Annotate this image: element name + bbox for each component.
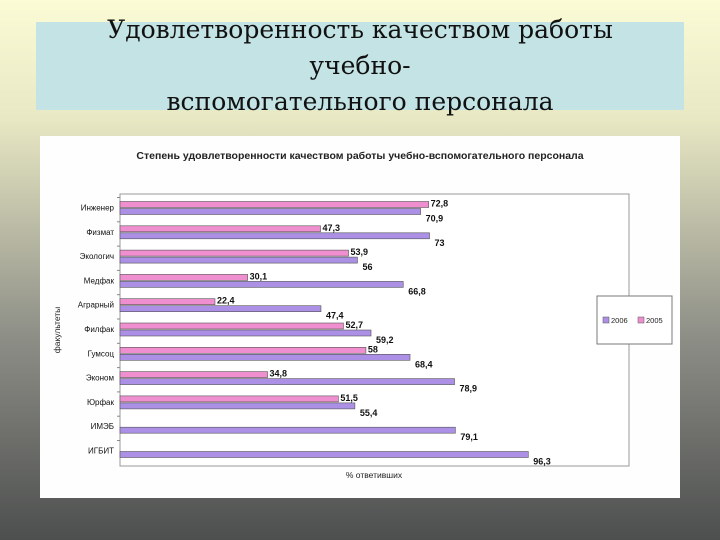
value-label-2005: 52,7 bbox=[345, 320, 363, 330]
bar-2005 bbox=[119, 201, 429, 208]
value-label-2005: 72,8 bbox=[431, 199, 449, 209]
bar-2006 bbox=[119, 451, 529, 458]
category-label: Филфак bbox=[84, 325, 114, 334]
bar-2006 bbox=[119, 402, 356, 410]
value-label-2005: 51,5 bbox=[340, 393, 358, 403]
bar-2006 bbox=[119, 329, 372, 337]
bar-2005 bbox=[119, 371, 268, 378]
bar-2006 bbox=[119, 208, 421, 215]
bar-2006 bbox=[119, 256, 358, 264]
value-label-2006: 70,9 bbox=[426, 214, 444, 224]
category-label: Аграрный bbox=[78, 301, 114, 310]
chart-title: Степень удовлетворенности качеством рабо… bbox=[136, 150, 583, 162]
category-label: Юрфак bbox=[87, 398, 115, 407]
bar-2005 bbox=[119, 395, 339, 403]
legend-label-2006: 2006 bbox=[611, 316, 628, 325]
legend: 2006 2005 bbox=[596, 295, 673, 345]
bar-2006 bbox=[119, 378, 455, 385]
slide-title-box: Удовлетворенность качеством работы учебн… bbox=[36, 15, 684, 116]
y-axis-title: факультеты bbox=[52, 307, 62, 354]
bar-2005 bbox=[119, 322, 344, 330]
category-label: Инженер bbox=[81, 204, 115, 213]
value-label-2006: 55,4 bbox=[360, 408, 378, 418]
bar-2006 bbox=[119, 426, 456, 434]
x-axis-title: % ответивших bbox=[346, 470, 403, 480]
value-label-2006: 79,1 bbox=[460, 432, 478, 442]
category-label: Экологич bbox=[80, 252, 114, 261]
bar-2005 bbox=[119, 298, 216, 305]
bar-2006 bbox=[119, 232, 430, 240]
bar-2005 bbox=[119, 274, 248, 281]
value-label-2005: 47,3 bbox=[323, 223, 341, 233]
legend-label-2005: 2005 bbox=[646, 316, 663, 325]
value-label-2006: 68,4 bbox=[415, 359, 433, 369]
value-label-2006: 78,9 bbox=[460, 384, 478, 394]
value-label-2006: 59,2 bbox=[376, 335, 394, 345]
bar-2006 bbox=[119, 354, 411, 361]
bar-chart: Степень удовлетворенности качеством рабо… bbox=[40, 136, 680, 498]
value-label-2005: 34,8 bbox=[270, 369, 288, 379]
value-label-2005: 53,9 bbox=[351, 247, 369, 257]
value-label-2005: 30,1 bbox=[250, 271, 268, 281]
value-label-2006: 66,8 bbox=[408, 286, 426, 296]
value-label-2006: 56 bbox=[362, 262, 372, 272]
value-label-2005: 22,4 bbox=[217, 296, 235, 306]
legend-box bbox=[596, 295, 673, 345]
category-label: ИМЭБ bbox=[91, 422, 114, 431]
category-label: Физмат bbox=[86, 228, 114, 237]
bar-2006 bbox=[119, 281, 404, 288]
bar-2006 bbox=[119, 305, 322, 312]
bar-2005 bbox=[119, 249, 349, 257]
chart-frame: Степень удовлетворенности качеством рабо… bbox=[40, 136, 680, 498]
category-label: Гумсоц bbox=[88, 349, 115, 358]
value-label-2006: 47,4 bbox=[326, 311, 344, 321]
category-label: Эконом bbox=[86, 374, 114, 383]
legend-swatch-2006 bbox=[602, 316, 610, 324]
value-label-2006: 96,3 bbox=[533, 457, 551, 467]
category-label: Медфак bbox=[84, 276, 115, 285]
value-label-2005: 58 bbox=[368, 344, 378, 354]
bars-group: Инженер 72,8 70,9 Физмат 47,3 73 Экологич 53,9 5… bbox=[78, 197, 551, 467]
legend-swatch-2005 bbox=[637, 316, 645, 324]
bar-2005 bbox=[119, 225, 321, 233]
slide-title: Удовлетворенность качеством работы учебн… bbox=[107, 15, 613, 116]
value-label-2006: 73 bbox=[435, 238, 445, 248]
category-label: ИГБИТ bbox=[88, 447, 114, 456]
bar-2005 bbox=[119, 347, 367, 354]
